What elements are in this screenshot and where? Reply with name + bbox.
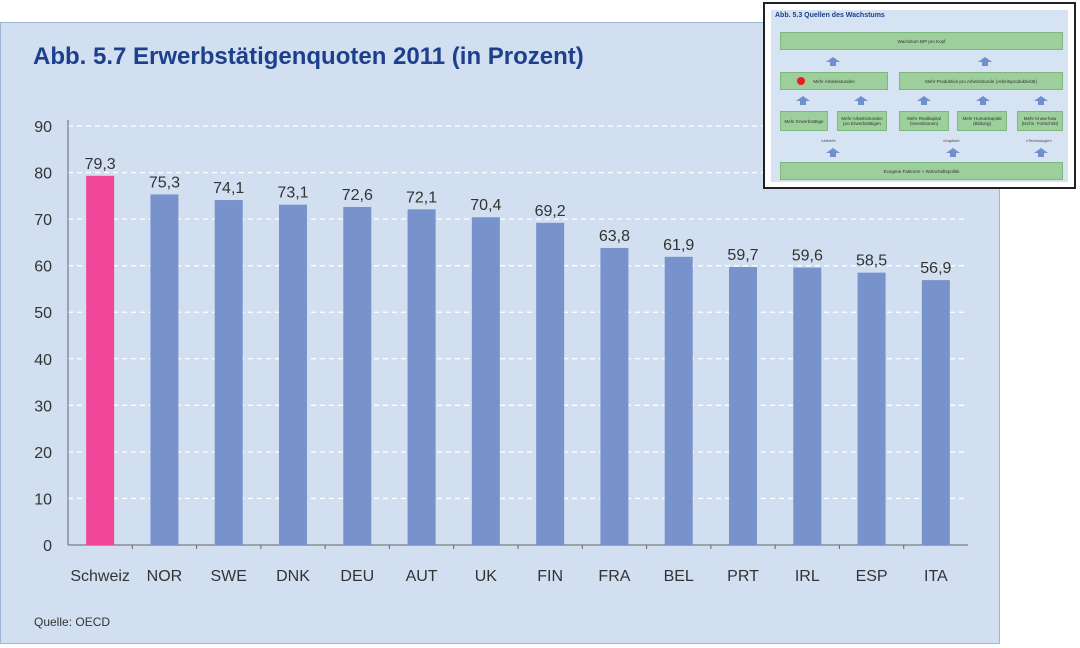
data-label: 73,1 — [277, 185, 308, 202]
x-tick-label: DEU — [340, 568, 374, 585]
data-label: 70,4 — [470, 197, 501, 214]
bar — [536, 222, 565, 545]
y-tick-label: 50 — [34, 305, 52, 322]
y-tick-label: 90 — [34, 119, 52, 136]
inset-small-box: Mehr Erwerbstätige — [780, 111, 828, 131]
inset-diagram-body: Abb. 5.3 Quellen des Wachstums Wachstum … — [771, 10, 1068, 182]
data-label: 72,1 — [406, 189, 437, 206]
data-label: 61,9 — [663, 237, 694, 254]
y-tick-label: 0 — [43, 538, 52, 555]
x-tick-label: BEL — [664, 568, 694, 585]
source-note: Quelle: OECD — [34, 615, 111, 629]
x-tick-label: IRL — [795, 568, 820, 585]
y-tick-label: 10 — [34, 491, 52, 508]
red-dot-marker — [797, 77, 805, 85]
data-label: 59,7 — [727, 247, 758, 264]
inset-group-label: «Kapital» — [943, 138, 960, 143]
y-tick-label: 30 — [34, 398, 52, 415]
inset-right-box: Mehr Produktion pro Arbeitsstunde (Arbei… — [899, 72, 1063, 90]
inset-diagram: Abb. 5.3 Quellen des Wachstums Wachstum … — [763, 2, 1076, 189]
data-label: 58,5 — [856, 253, 887, 270]
y-tick-label: 20 — [34, 445, 52, 462]
x-tick-label: FRA — [598, 568, 630, 585]
data-label: 69,2 — [535, 203, 566, 220]
bar — [729, 267, 757, 545]
x-tick-label: PRT — [727, 568, 759, 585]
inset-group-label: «Arbeit» — [821, 138, 836, 143]
bar — [857, 272, 886, 545]
x-tick-label: NOR — [147, 568, 183, 585]
x-tick-label: SWE — [210, 568, 246, 585]
bar — [343, 207, 372, 546]
inset-small-box: Mehr Arbeitsstunden pro Erwerbstätigen — [837, 111, 887, 131]
bar — [150, 194, 179, 546]
x-tick-label: ITA — [924, 568, 948, 585]
inset-small-box: Mehr Humankapital (Bildung) — [957, 111, 1007, 131]
y-tick-label: 80 — [34, 166, 52, 183]
y-tick-label: 40 — [34, 352, 52, 369]
chart-title: Abb. 5.7 Erwerbstätigenquoten 2011 (in P… — [33, 43, 584, 70]
bar — [407, 209, 436, 545]
bar — [600, 247, 629, 545]
bar — [279, 204, 307, 545]
data-label: 79,3 — [85, 156, 116, 173]
inset-top-box: Wachstum BIP pro Kopf — [780, 32, 1063, 50]
bar — [921, 280, 950, 545]
bar — [471, 217, 500, 545]
inset-small-box: Mehr Realkapital (Investitionen) — [899, 111, 949, 131]
inset-group-label: «Technologie» — [1026, 138, 1052, 143]
bar — [214, 200, 243, 546]
inset-small-box: Mehr Know-how (techn. Fortschritt) — [1017, 111, 1063, 131]
data-label: 56,9 — [920, 260, 951, 277]
x-tick-label: FIN — [537, 568, 563, 585]
bar — [664, 256, 693, 545]
x-tick-label: Schweiz — [70, 568, 130, 585]
data-label: 74,1 — [213, 180, 244, 197]
x-tick-label: DNK — [276, 568, 310, 585]
bar — [793, 267, 822, 545]
data-label: 63,8 — [599, 228, 630, 245]
data-label: 75,3 — [149, 174, 180, 191]
bar-chart: 0 10 20 30 40 50 60 70 80 90 79,3 Schweiz 75,3 NOR 74,… — [34, 119, 968, 585]
y-tick-label: 60 — [34, 259, 52, 276]
x-tick-label: ESP — [856, 568, 888, 585]
x-tick-label: UK — [475, 568, 498, 585]
inset-left-box-label: Mehr Arbeitsstunden — [813, 78, 855, 84]
inset-title: Abb. 5.3 Quellen des Wachstums — [775, 12, 885, 19]
inset-bottom-box: Exogene Faktoren + Wirtschaftspolitik — [780, 162, 1063, 180]
bar — [86, 175, 115, 545]
x-tick-label: AUT — [406, 568, 438, 585]
data-label: 59,6 — [792, 248, 823, 265]
inset-left-box: Mehr Arbeitsstunden — [780, 72, 888, 90]
data-label: 72,6 — [342, 187, 373, 204]
y-tick-label: 70 — [34, 212, 52, 229]
